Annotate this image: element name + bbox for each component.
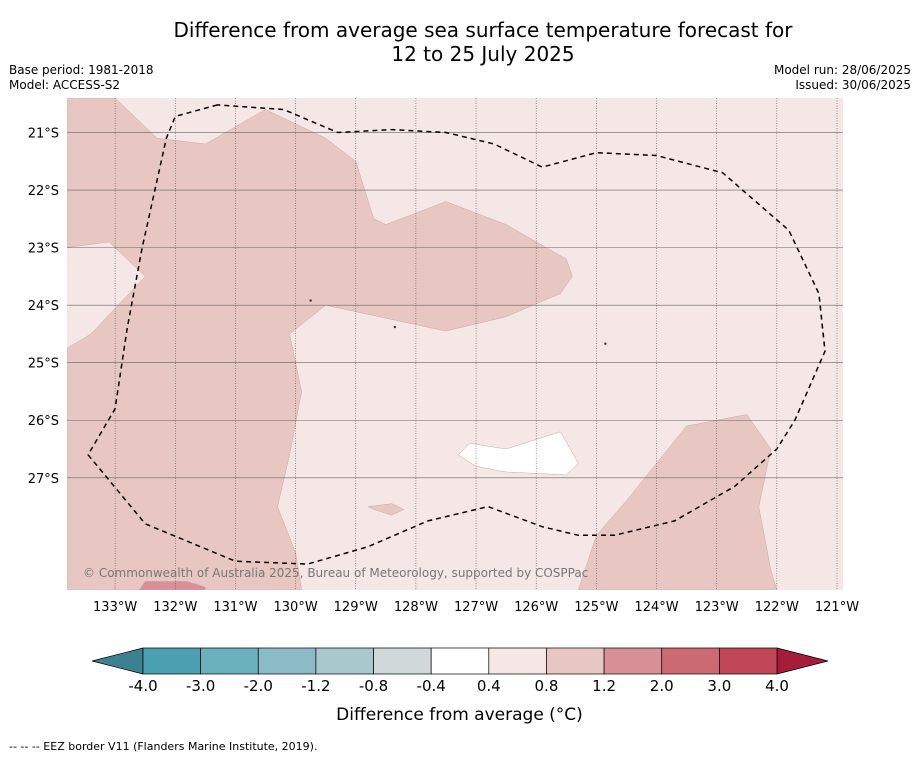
chart-title-line1: Difference from average sea surface temp… [173, 18, 793, 42]
base-period-text: Base period: 1981-2018 [9, 63, 154, 77]
colorbar-segment [315, 647, 374, 675]
x-tick-label: 131°W [213, 600, 257, 615]
colorbar-tick-label: -0.4 [417, 677, 446, 695]
x-tick-label: 132°W [153, 600, 197, 615]
x-tick-label: 123°W [695, 600, 739, 615]
colorbar-segment [661, 647, 720, 675]
y-tick-label: 21°S [28, 127, 59, 142]
model-text: Model: ACCESS-S2 [9, 78, 121, 92]
x-tick-label: 126°W [514, 600, 558, 615]
meta-right: Model run: 28/06/2025 Issued: 30/06/2025 [774, 63, 911, 93]
colorbar-extend-high [776, 647, 829, 675]
x-tick-label: 127°W [454, 600, 498, 615]
y-tick-label: 23°S [28, 242, 59, 257]
colorbar-segment [430, 647, 490, 675]
anomaly-region-4 [457, 431, 579, 476]
meta-left: Base period: 1981-2018 Model: ACCESS-S2 [9, 63, 154, 93]
x-tick-label: 133°W [93, 600, 137, 615]
colorbar-tick-label: -1.2 [301, 677, 330, 695]
anomaly-region-3 [138, 581, 206, 590]
colorbar-segment [200, 647, 259, 675]
colorbar-segment [719, 647, 778, 675]
x-tick-label: 122°W [755, 600, 799, 615]
colorbar-tick-label: -0.8 [359, 677, 388, 695]
colorbar-segment [603, 647, 663, 675]
x-tick-label: 121°W [815, 600, 859, 615]
island-marker [604, 342, 607, 345]
eez-footnote: -- -- -- EEZ border V11 (Flanders Marine… [9, 740, 318, 753]
y-tick-label: 24°S [28, 299, 59, 314]
colorbar-tick-label: 0.4 [477, 677, 501, 695]
colorbar-title: Difference from average (°C) [336, 705, 583, 725]
anomaly-region-1 [578, 414, 778, 590]
copyright-text: © Commonwealth of Australia 2025, Bureau… [83, 566, 588, 580]
colorbar-tick-label: 4.0 [765, 677, 789, 695]
colorbar-tick-label: 2.0 [650, 677, 674, 695]
colorbar-tick-label: -4.0 [128, 677, 157, 695]
island-marker [309, 299, 312, 302]
colorbar-segment [546, 647, 605, 675]
y-tick-label: 22°S [28, 184, 59, 199]
colorbar-tick-label: -3.0 [186, 677, 215, 695]
colorbar-tick-label: 1.2 [592, 677, 616, 695]
anomaly-region-2 [366, 503, 405, 516]
gridlines [67, 98, 843, 590]
model-run-text: Model run: 28/06/2025 [773, 63, 911, 77]
colorbar-tick-label: 3.0 [707, 677, 731, 695]
colorbar-segment [142, 647, 201, 675]
colorbar-segment [488, 647, 547, 675]
x-tick-label: 129°W [334, 600, 378, 615]
colorbar-tick-label: 0.8 [535, 677, 559, 695]
x-tick-label: 130°W [274, 600, 318, 615]
x-tick-label: 128°W [394, 600, 438, 615]
eez-border [87, 104, 826, 565]
chart-title-line2: 12 to 25 July 2025 [391, 42, 575, 66]
x-tick-label: 124°W [634, 600, 678, 615]
island-marker [393, 325, 397, 329]
eez-layer [87, 104, 826, 565]
colorbar-segment [257, 647, 317, 675]
colorbar-segment [373, 647, 432, 675]
x-tick-label: 125°W [574, 600, 618, 615]
anomaly-regions [67, 98, 778, 590]
colorbar-extend-low [91, 647, 144, 675]
chart-title: Difference from average sea surface temp… [60, 18, 906, 66]
colorbar-tick-label: -2.0 [244, 677, 273, 695]
y-tick-label: 26°S [28, 414, 59, 429]
y-tick-label: 27°S [28, 472, 59, 487]
y-tick-label: 25°S [28, 357, 59, 372]
issued-text: Issued: 30/06/2025 [795, 78, 911, 92]
